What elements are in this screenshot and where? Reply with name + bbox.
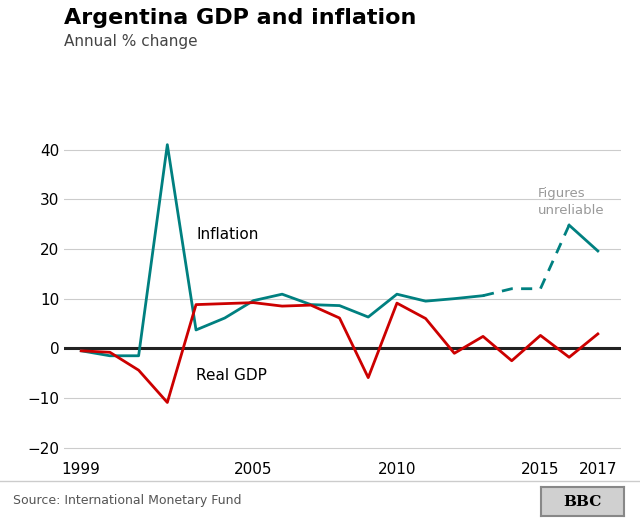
Text: Figures
unreliable: Figures unreliable: [538, 187, 604, 217]
Text: Annual % change: Annual % change: [64, 34, 198, 49]
Text: Inflation: Inflation: [196, 227, 259, 242]
Text: Argentina GDP and inflation: Argentina GDP and inflation: [64, 8, 417, 28]
Text: Real GDP: Real GDP: [196, 368, 267, 383]
Text: Source: International Monetary Fund: Source: International Monetary Fund: [13, 494, 241, 508]
Text: BBC: BBC: [563, 495, 602, 509]
